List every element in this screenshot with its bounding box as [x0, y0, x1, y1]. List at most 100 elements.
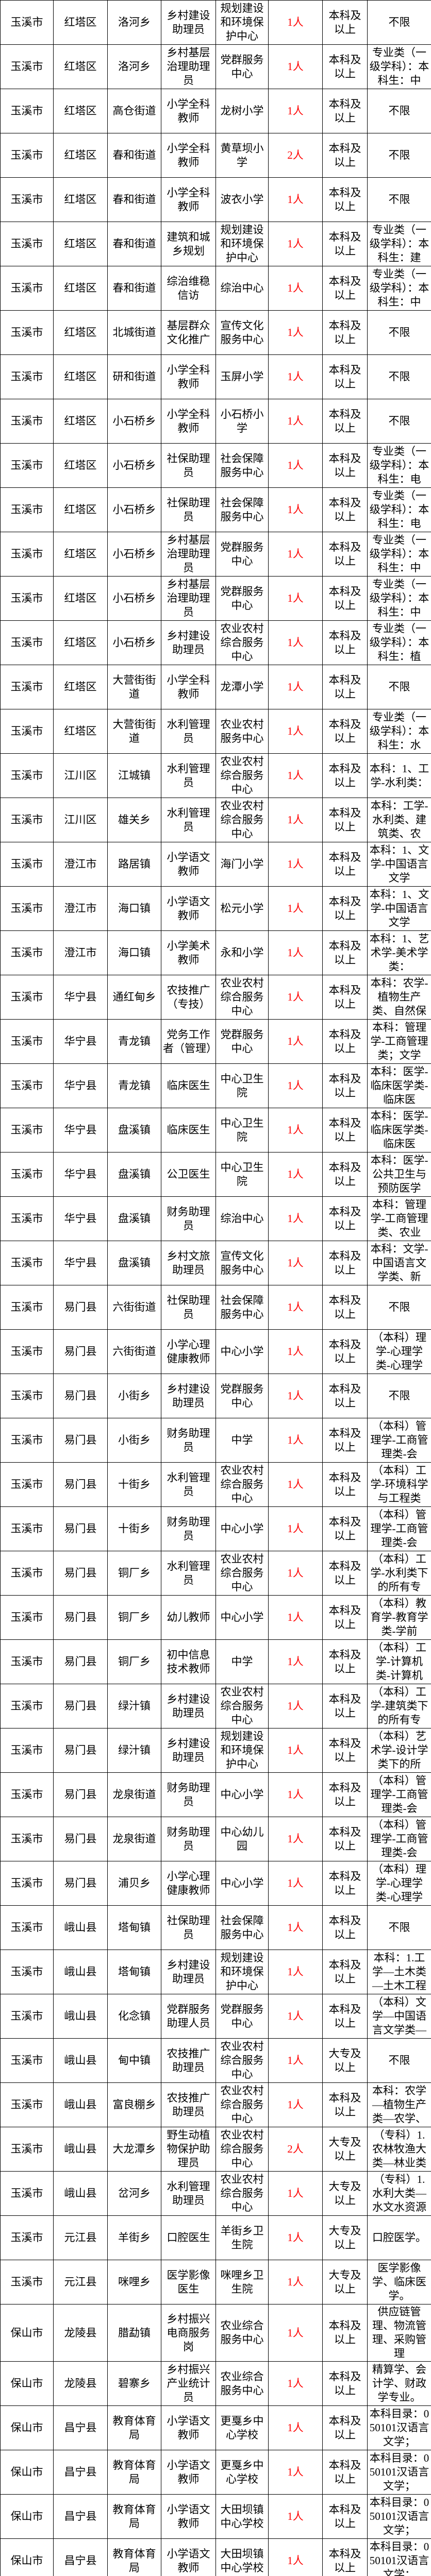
- cell-position: 幼儿教师: [161, 1595, 216, 1640]
- cell-city: 玉溪市: [0, 2038, 54, 2083]
- cell-township: 碧寨乡: [107, 2361, 161, 2406]
- cell-education: 大专及以上: [322, 2127, 368, 2172]
- cell-education: 本科及以上: [322, 2082, 368, 2127]
- cell-major: （本科）工学-建筑类下的所有专: [367, 1684, 431, 1728]
- cell-position: 农技推广助理员: [161, 2038, 216, 2083]
- cell-unit: 规划建设和环境保护中心: [216, 1950, 269, 1994]
- cell-district: 华宁县: [53, 1196, 108, 1241]
- cell-major: 不限: [367, 665, 431, 709]
- cell-position: 乡村振兴电商服务岗: [161, 2304, 216, 2362]
- cell-district: 红塔区: [53, 709, 108, 754]
- cell-district: 龙陵县: [53, 2361, 108, 2406]
- cell-city: 玉溪市: [0, 1152, 54, 1197]
- cell-township: 六街街道: [107, 1285, 161, 1330]
- cell-position: 小学全科教师: [161, 89, 216, 133]
- cell-district: 昌宁县: [53, 2405, 108, 2450]
- cell-district: 易门县: [53, 1817, 108, 1861]
- cell-city: 保山市: [0, 2405, 54, 2450]
- cell-headcount: 1人: [268, 1196, 323, 1241]
- cell-district: 易门县: [53, 1861, 108, 1906]
- cell-major: （专科）1.水利大类—水文水资源: [367, 2171, 431, 2216]
- cell-major: （本科）管理学-工商管理类-会: [367, 1817, 431, 1861]
- cell-education: 本科及以上: [322, 975, 368, 1020]
- cell-city: 玉溪市: [0, 222, 54, 266]
- cell-city: 玉溪市: [0, 576, 54, 621]
- cell-headcount: 1人: [268, 1285, 323, 1330]
- cell-district: 红塔区: [53, 354, 108, 399]
- cell-headcount: 1人: [268, 2494, 323, 2539]
- cell-district: 红塔区: [53, 177, 108, 222]
- cell-position: 小学心理健康教师: [161, 1861, 216, 1906]
- cell-city: 玉溪市: [0, 1905, 54, 1950]
- cell-position: 临床医生: [161, 1108, 216, 1153]
- cell-position: 党务工作者（管理）: [161, 1019, 216, 1064]
- cell-education: 本科及以上: [322, 177, 368, 222]
- cell-major: （本科）管理学-工商管理类-会: [367, 1506, 431, 1551]
- cell-township: 小石桥乡: [107, 399, 161, 444]
- cell-major: 本科：管理学-工商管理类、农业: [367, 1196, 431, 1241]
- cell-city: 玉溪市: [0, 1285, 54, 1330]
- cell-unit: 宣传文化服务中心: [216, 310, 269, 355]
- cell-headcount: 1人: [268, 1817, 323, 1861]
- cell-township: 洛河乡: [107, 44, 161, 89]
- cell-position: 小学语文教师: [161, 842, 216, 887]
- cell-education: 本科及以上: [322, 1108, 368, 1153]
- cell-township: 高仓街道: [107, 89, 161, 133]
- cell-district: 红塔区: [53, 399, 108, 444]
- cell-major: （本科）管理学-工商管理类-会: [367, 1772, 431, 1817]
- cell-position: 小学全科教师: [161, 177, 216, 222]
- cell-position: 财务助理员: [161, 1772, 216, 1817]
- cell-township: 小石桥乡: [107, 443, 161, 488]
- cell-city: 玉溪市: [0, 2127, 54, 2172]
- cell-position: 水利管理员: [161, 753, 216, 798]
- cell-major: 本科目录：050101汉语言文学；: [367, 2405, 431, 2450]
- cell-major: 不限: [367, 2038, 431, 2083]
- table-row: 玉溪市 易门县 铜厂乡 初中信息技术教师 中学 1人 本科及以上 （本科）工学-…: [0, 1639, 431, 1684]
- cell-position: 基层群众文化推广: [161, 310, 216, 355]
- table-row: 保山市 昌宁县 教育体育局 小学语文教师 更戛乡中心学校 1人 本科及以上 本科…: [0, 2405, 431, 2450]
- cell-township: 岔河乡: [107, 2171, 161, 2216]
- cell-headcount: 1人: [268, 576, 323, 621]
- cell-education: 本科及以上: [322, 665, 368, 709]
- cell-district: 易门县: [53, 1285, 108, 1330]
- cell-city: 玉溪市: [0, 2171, 54, 2216]
- cell-education: 本科及以上: [322, 798, 368, 842]
- cell-major: 专业类（一级学科）：本科生：电: [367, 487, 431, 532]
- cell-city: 保山市: [0, 2304, 54, 2362]
- cell-township: 春和街道: [107, 177, 161, 222]
- cell-education: 本科及以上: [322, 443, 368, 488]
- cell-position: 社保助理员: [161, 487, 216, 532]
- cell-education: 本科及以上: [322, 2361, 368, 2406]
- cell-position: 小学全科教师: [161, 133, 216, 178]
- cell-district: 易门县: [53, 1551, 108, 1596]
- cell-education: 本科及以上: [322, 886, 368, 931]
- cell-township: 甸中镇: [107, 2038, 161, 2083]
- cell-education: 大专及以上: [322, 2215, 368, 2260]
- cell-position: 乡村建设助理员: [161, 1374, 216, 1418]
- cell-city: 玉溪市: [0, 399, 54, 444]
- cell-unit: 党群服务中心: [216, 1374, 269, 1418]
- cell-major: 不限: [367, 1905, 431, 1950]
- cell-major: 精算学、会计学、财政学专业。: [367, 2361, 431, 2406]
- cell-education: 大专及以上: [322, 2260, 368, 2304]
- cell-major: 专业类（一级学科）：本科生：中: [367, 532, 431, 577]
- cell-township: 铜厂乡: [107, 1551, 161, 1596]
- cell-headcount: 1人: [268, 1861, 323, 1906]
- cell-city: 保山市: [0, 2450, 54, 2495]
- cell-township: 六街街道: [107, 1329, 161, 1374]
- cell-major: （本科）工学-环境科学与工程类: [367, 1462, 431, 1507]
- cell-district: 易门县: [53, 1462, 108, 1507]
- cell-city: 玉溪市: [0, 266, 54, 311]
- cell-headcount: 1人: [268, 1728, 323, 1773]
- cell-position: 乡村建设助理员: [161, 0, 216, 45]
- cell-district: 易门县: [53, 1506, 108, 1551]
- cell-district: 易门县: [53, 1418, 108, 1463]
- cell-education: 本科及以上: [322, 1285, 368, 1330]
- cell-unit: 社会保障服务中心: [216, 1905, 269, 1950]
- cell-education: 本科及以上: [322, 44, 368, 89]
- cell-headcount: 2人: [268, 2127, 323, 2172]
- cell-headcount: 1人: [268, 1684, 323, 1728]
- table-row: 玉溪市 红塔区 小石桥乡 社保助理员 社会保障服务中心 1人 本科及以上 专业类…: [0, 443, 431, 488]
- cell-township: 十街乡: [107, 1506, 161, 1551]
- cell-headcount: 1人: [268, 2450, 323, 2495]
